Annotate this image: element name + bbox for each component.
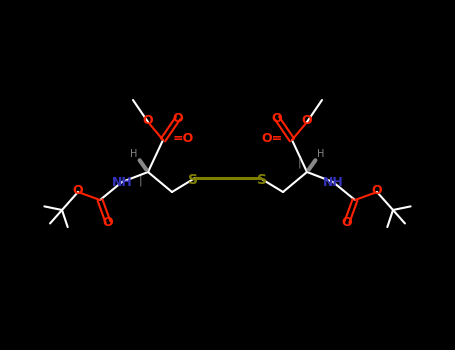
Text: O: O	[302, 113, 312, 126]
Text: O: O	[342, 216, 352, 229]
Text: O: O	[372, 183, 382, 196]
Text: O: O	[73, 183, 83, 196]
Text: H: H	[130, 149, 138, 159]
Text: O: O	[103, 216, 113, 229]
Text: NH: NH	[111, 175, 132, 189]
Text: O: O	[272, 112, 282, 125]
Text: O: O	[173, 112, 183, 125]
Text: O: O	[143, 113, 153, 126]
Text: H: H	[317, 149, 325, 159]
Text: S: S	[257, 173, 267, 187]
Text: O=: O=	[261, 132, 283, 145]
Text: S: S	[188, 173, 198, 187]
Text: NH: NH	[323, 175, 344, 189]
Text: |: |	[138, 176, 142, 187]
Text: =O: =O	[172, 132, 194, 145]
Text: |: |	[298, 158, 301, 168]
